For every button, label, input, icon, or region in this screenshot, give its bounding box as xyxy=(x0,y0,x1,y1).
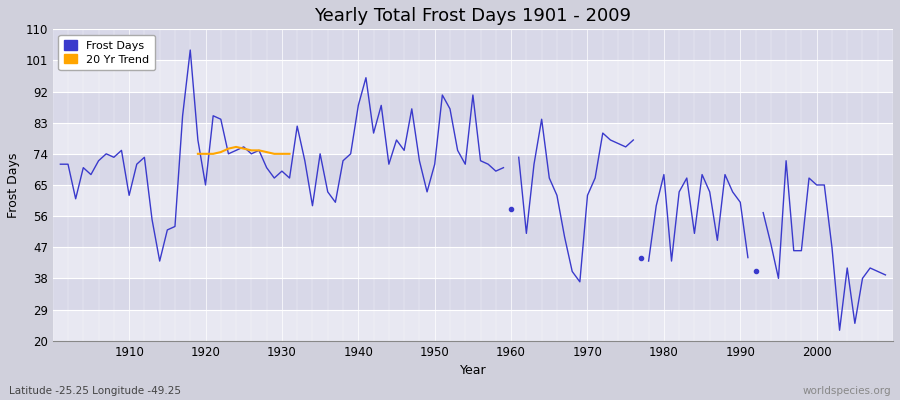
Text: Latitude -25.25 Longitude -49.25: Latitude -25.25 Longitude -49.25 xyxy=(9,386,181,396)
Bar xyxy=(53,216,893,247)
Bar xyxy=(53,154,893,185)
Y-axis label: Frost Days: Frost Days xyxy=(7,152,20,218)
Bar xyxy=(53,92,893,123)
Bar xyxy=(53,278,893,310)
Legend: Frost Days, 20 Yr Trend: Frost Days, 20 Yr Trend xyxy=(58,35,155,70)
Text: worldspecies.org: worldspecies.org xyxy=(803,386,891,396)
Bar xyxy=(53,123,893,154)
X-axis label: Year: Year xyxy=(460,364,486,377)
Bar xyxy=(53,60,893,92)
Title: Yearly Total Frost Days 1901 - 2009: Yearly Total Frost Days 1901 - 2009 xyxy=(314,7,632,25)
Bar xyxy=(53,185,893,216)
Bar xyxy=(53,29,893,60)
Bar xyxy=(53,310,893,341)
Bar xyxy=(53,247,893,278)
